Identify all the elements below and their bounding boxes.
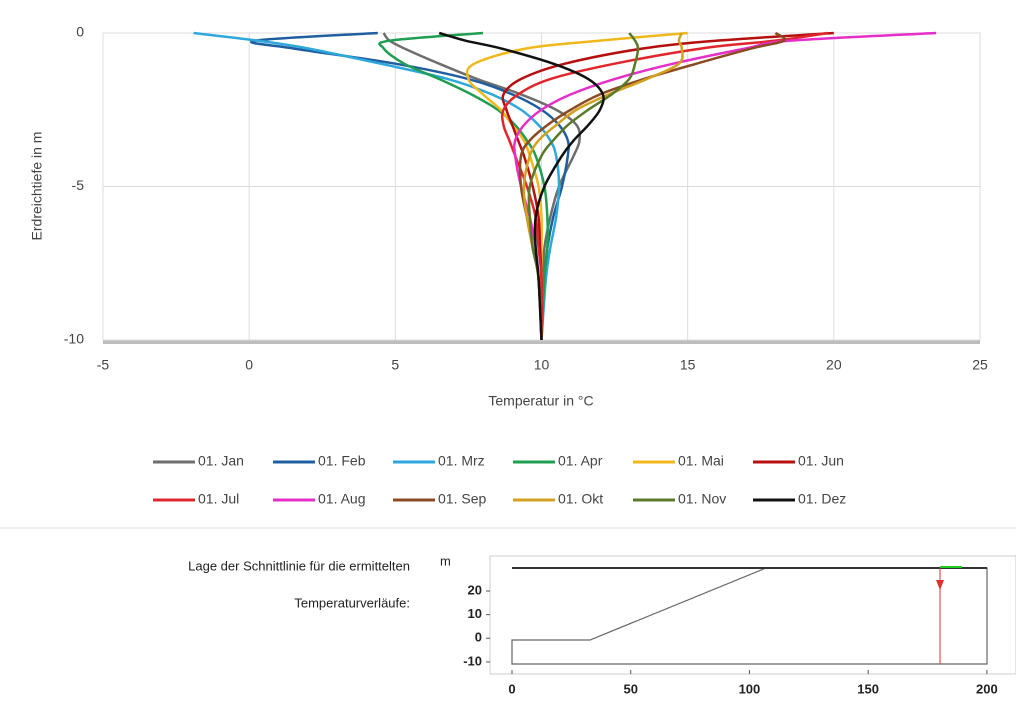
y-axis-label: Erdreichtiefe in m	[29, 132, 45, 241]
inset-x-tick-label: 100	[739, 681, 761, 696]
section-arrow	[936, 580, 944, 590]
inset-x-tick-label: 50	[623, 681, 637, 696]
inset-y-tick-label: 0	[475, 630, 482, 645]
inset-caption: Temperaturverläufe:	[294, 595, 410, 610]
series-line	[193, 31, 561, 341]
legend-label: 01. Jul	[198, 491, 239, 507]
y-tick-label: -10	[64, 331, 84, 347]
legend-label: 01. Okt	[558, 491, 603, 507]
legend-label: 01. Sep	[438, 491, 486, 507]
legend-label: 01. Feb	[318, 453, 366, 469]
legend-label: 01. Dez	[798, 491, 846, 507]
axis-shadow	[103, 340, 980, 344]
x-tick-label: 0	[245, 357, 253, 373]
series-line	[500, 31, 829, 341]
inset: Lage der Schnittlinie für die ermittelte…	[188, 553, 1016, 696]
series-line	[438, 31, 605, 341]
x-tick-label: 25	[972, 357, 988, 373]
series-line	[250, 31, 570, 341]
legend-label: 01. Apr	[558, 453, 603, 469]
inset-frame	[489, 555, 1016, 675]
series-line	[527, 32, 640, 341]
inset-y-tick-label: 10	[468, 606, 482, 621]
inset-x-tick-label: 200	[976, 681, 998, 696]
inset-y-tick-label: -10	[463, 653, 482, 668]
inset-x-tick-label: 150	[857, 681, 879, 696]
x-axis-label: Temperatur in °C	[488, 393, 593, 409]
legend-label: 01. Mai	[678, 453, 724, 469]
inset-y-tick-label: 20	[468, 582, 482, 597]
x-tick-label: 15	[680, 357, 696, 373]
inset-x-tick-label: 0	[508, 681, 515, 696]
series-line	[513, 31, 937, 341]
x-tick-label: 10	[534, 357, 550, 373]
legend-label: 01. Jan	[198, 453, 244, 469]
legend-label: 01. Aug	[318, 491, 366, 507]
legend-label: 01. Mrz	[438, 453, 485, 469]
inset-caption: Lage der Schnittlinie für die ermittelte…	[188, 558, 410, 573]
series-line	[501, 31, 834, 341]
legend-label: 01. Nov	[678, 491, 726, 507]
series-line	[382, 32, 582, 341]
x-tick-label: 5	[391, 357, 399, 373]
inset-unit: m	[440, 553, 451, 568]
y-tick-label: 0	[76, 24, 84, 40]
series-line	[378, 31, 549, 341]
x-tick-label: -5	[97, 357, 110, 373]
y-tick-label: -5	[72, 177, 85, 193]
x-tick-label: 20	[826, 357, 842, 373]
legend-label: 01. Jun	[798, 453, 844, 469]
